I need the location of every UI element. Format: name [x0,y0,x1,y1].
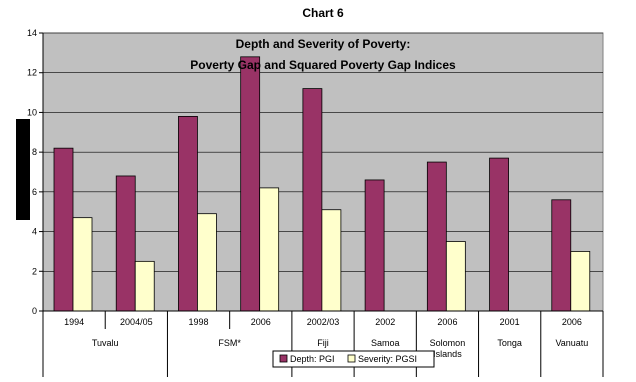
x-tick-label: 1994 [64,317,84,327]
bar-severity-pgsi [259,187,280,312]
x-tick-label: 2001 [500,317,520,327]
legend: Depth: PGI Severity: PGSI [272,350,435,368]
bar-severity-pgsi [445,241,466,312]
y-tick-label: 0 [32,306,37,316]
y-tick-label: 10 [27,107,37,117]
x-group-label: Solomon Islands [430,338,466,359]
x-tick-label: 2006 [437,317,457,327]
y-tick-label: 12 [27,68,37,78]
bar-depth-pgi [302,88,323,312]
bar-depth-pgi [115,175,136,312]
x-group-label: Tonga [497,338,522,348]
legend-swatch-severity [347,354,356,363]
bar-depth-pgi [426,161,447,312]
x-group-label: Samoa [371,338,400,348]
bar-depth-pgi [240,56,261,312]
bar-depth-pgi [551,199,572,312]
x-tick-label: 2002/03 [307,317,340,327]
y-tick-label: 4 [32,227,37,237]
chart-title: Chart 6 [302,6,344,20]
bar-severity-pgsi [570,251,591,312]
x-tick-label: 2004/05 [120,317,153,327]
y-tick-label: 6 [32,187,37,197]
x-group-label: Fiji [317,338,329,348]
x-group-label: FSM* [218,338,241,348]
bar-depth-pgi [53,147,74,312]
bar-depth-pgi [364,179,385,312]
legend-label-severity: Severity: PGSI [358,354,417,364]
bar-depth-pgi [489,157,509,312]
y-tick-label: 2 [32,266,37,276]
chart-subtitle-line-2: Poverty Gap and Squared Poverty Gap Indi… [190,58,456,72]
legend-label-depth: Depth: PGI [290,354,335,364]
bar-severity-pgsi [197,213,217,312]
legend-swatch-depth [279,354,288,363]
x-tick-label: 2002 [375,317,395,327]
x-group-label: Vanuatu [555,338,588,348]
x-axis: 1994 2004/05 1998 2006 2002/03 2002 2006 2001 20… [42,310,604,377]
x-tick-label: 2006 [562,317,582,327]
bar-severity-pgsi [321,209,342,312]
chart-subtitle-line-1: Depth and Severity of Poverty: [236,37,411,51]
y-tick-label: 8 [32,147,37,157]
bar-depth-pgi [178,116,198,312]
occluding-black-bar [16,119,30,220]
bar-severity-pgsi [72,217,93,312]
bars [53,56,591,312]
x-group-label: Tuvalu [92,338,119,348]
x-tick-label: 2006 [251,317,271,327]
y-axis: 0 2 4 6 8 10 12 14 [27,28,44,316]
x-tick-label: 1998 [189,317,209,327]
bar-severity-pgsi [134,260,155,312]
y-tick-label: 14 [27,28,37,38]
